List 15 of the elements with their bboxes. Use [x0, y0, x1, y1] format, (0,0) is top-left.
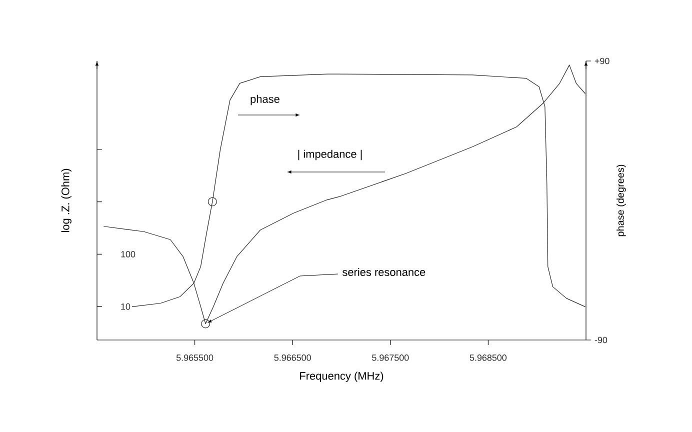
- annotation: series resonance: [342, 268, 426, 276]
- y-tick-label: 100: [121, 251, 136, 258]
- x-tick-label: 5.966500: [274, 354, 311, 361]
- x-tick-label: 5.967500: [372, 354, 409, 361]
- y-axis-title: log .Z. (Ohm): [61, 168, 72, 232]
- x-tick-label: 5.965500: [176, 354, 214, 361]
- series-label: phase: [250, 94, 280, 106]
- line-series: [104, 64, 586, 324]
- y2-axis-title: phase (degrees): [616, 164, 626, 236]
- x-tick-label: 5.968500: [470, 354, 507, 361]
- y-tick-label: 10: [121, 303, 130, 310]
- text: | impedance |: [298, 150, 362, 160]
- y2-tick-label: -90: [594, 336, 608, 344]
- y2-tick-label: +90: [594, 58, 610, 64]
- x-axis-title: Frequency (MHz): [300, 372, 384, 382]
